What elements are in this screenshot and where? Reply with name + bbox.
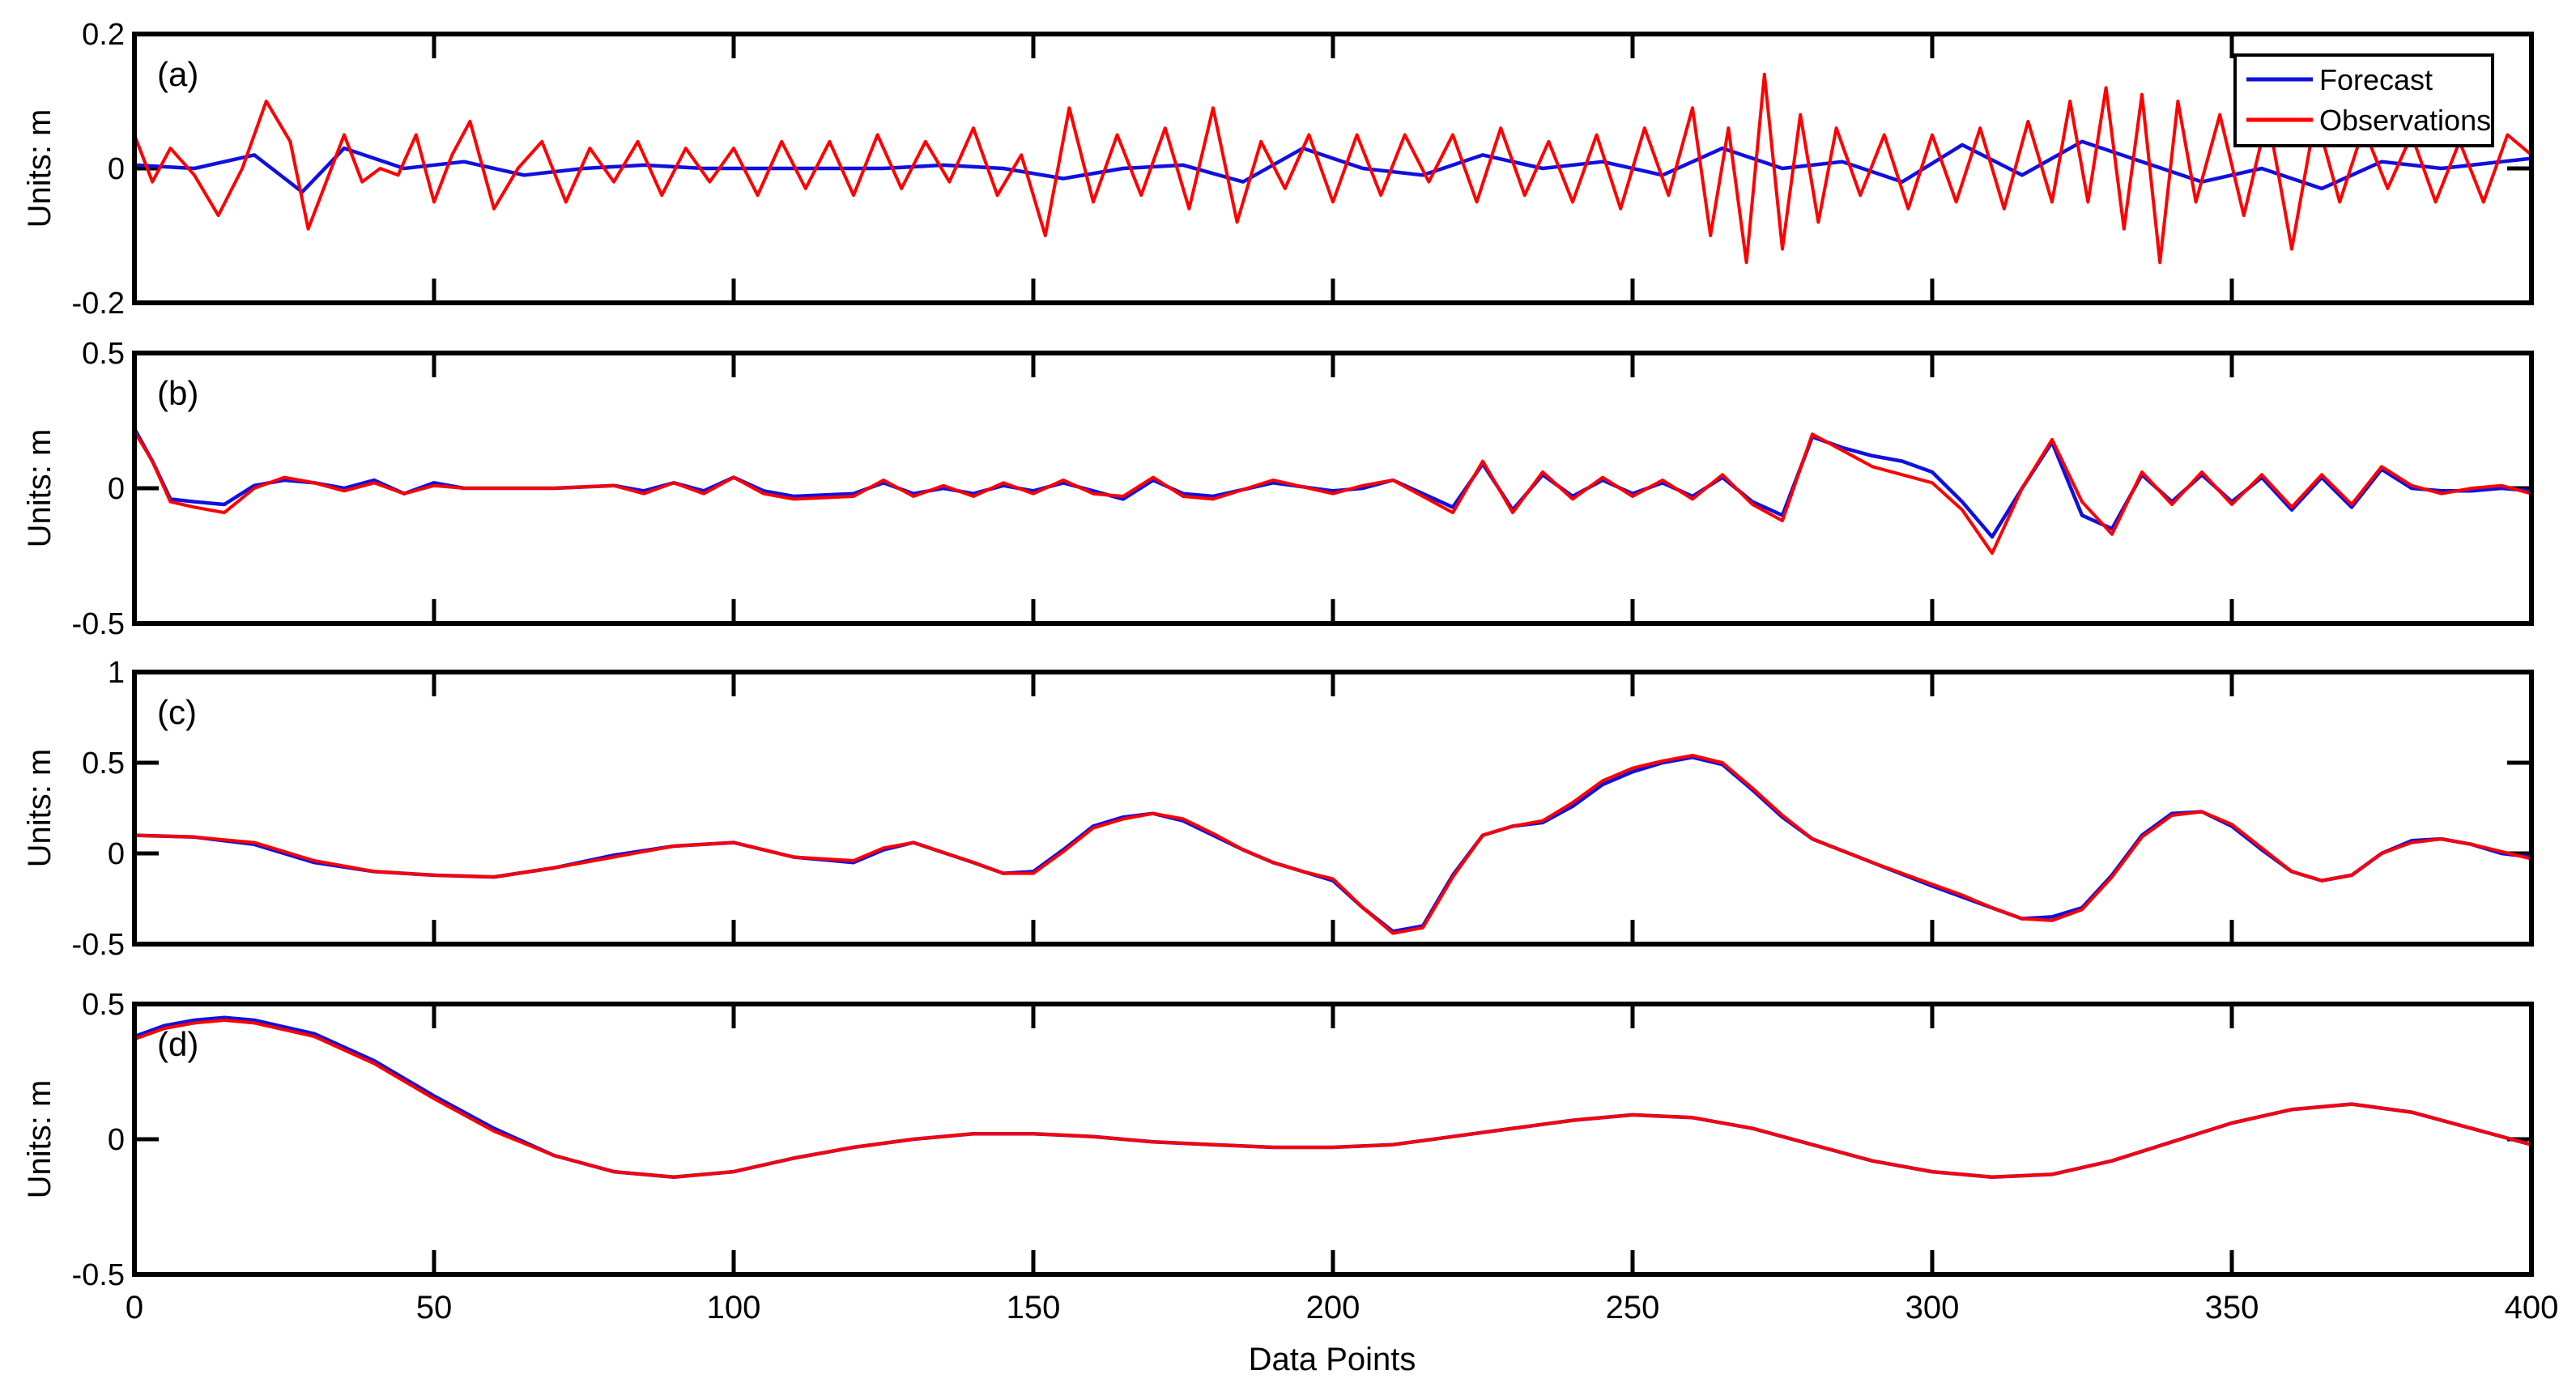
y-tick-label: 0 <box>108 1123 125 1157</box>
axes-box <box>132 32 2534 305</box>
y-tick-label: -0.5 <box>72 1258 125 1292</box>
panel-label: (b) <box>157 374 198 412</box>
x-tick-label: 350 <box>2205 1290 2259 1325</box>
y-axis-label: Units: m <box>22 429 57 548</box>
y-axis-label: Units: m <box>22 109 57 228</box>
x-tick-label: 150 <box>1007 1290 1061 1325</box>
y-tick-label: 0 <box>108 837 125 871</box>
axes-box <box>132 1002 2534 1277</box>
y-tick-label: 0 <box>108 472 125 506</box>
y-tick-label: -0.2 <box>72 287 125 321</box>
y-tick-label: -0.5 <box>72 607 125 641</box>
y-tick-label: 0 <box>108 152 125 186</box>
y-tick-label: 0.2 <box>82 18 125 52</box>
panel-d: 0.5 0 -0.5 (d) Units: m <box>22 988 2534 1292</box>
panel-label: (c) <box>157 693 197 731</box>
x-tick-label: 100 <box>707 1290 761 1325</box>
series-line-observations <box>133 754 2533 935</box>
x-tick-label: 200 <box>1306 1290 1360 1325</box>
y-tick-label: 0.5 <box>82 988 125 1022</box>
x-tick-label: 250 <box>1606 1290 1660 1325</box>
x-tick-label: 300 <box>1905 1290 1960 1325</box>
y-tick-label: 0.5 <box>82 337 125 371</box>
panels: 0.20-0.2(a)Units: m0.50-0.5(b)Units: m10… <box>22 18 2558 1325</box>
legend: Forecast Observations <box>2233 53 2494 147</box>
x-tick-label: 50 <box>416 1290 453 1325</box>
y-tick-label: 1 <box>108 656 125 690</box>
legend-label: Observations <box>2319 104 2491 137</box>
y-axis-label: Units: m <box>22 749 57 868</box>
y-tick-label: -0.5 <box>72 928 125 962</box>
series-line-observations <box>133 429 2533 555</box>
x-tick-label: 0 <box>126 1290 143 1325</box>
x-axis-label: Data Points <box>1249 1342 1416 1377</box>
series-line-observations <box>133 1019 2533 1179</box>
panel-label: (a) <box>157 55 198 93</box>
panel-b: 0.5 0 -0.5 (b) Units: m <box>22 337 2534 641</box>
panel-c: 1 0.5 0 -0.5 (c) Units: m <box>22 656 2534 962</box>
axes-box <box>132 351 2534 626</box>
series-line-observations <box>133 72 2533 265</box>
panel-label: (d) <box>157 1025 198 1063</box>
axes-box <box>132 670 2534 947</box>
y-axis-label: Units: m <box>22 1080 57 1199</box>
panel-a: 0.2 0 -0.2 (a) Units: m <box>22 18 2534 321</box>
y-tick-label: 0.5 <box>82 747 125 781</box>
legend-label: Forecast <box>2319 63 2433 96</box>
legend-box <box>2233 53 2494 147</box>
x-tick-label: 400 <box>2505 1290 2559 1325</box>
